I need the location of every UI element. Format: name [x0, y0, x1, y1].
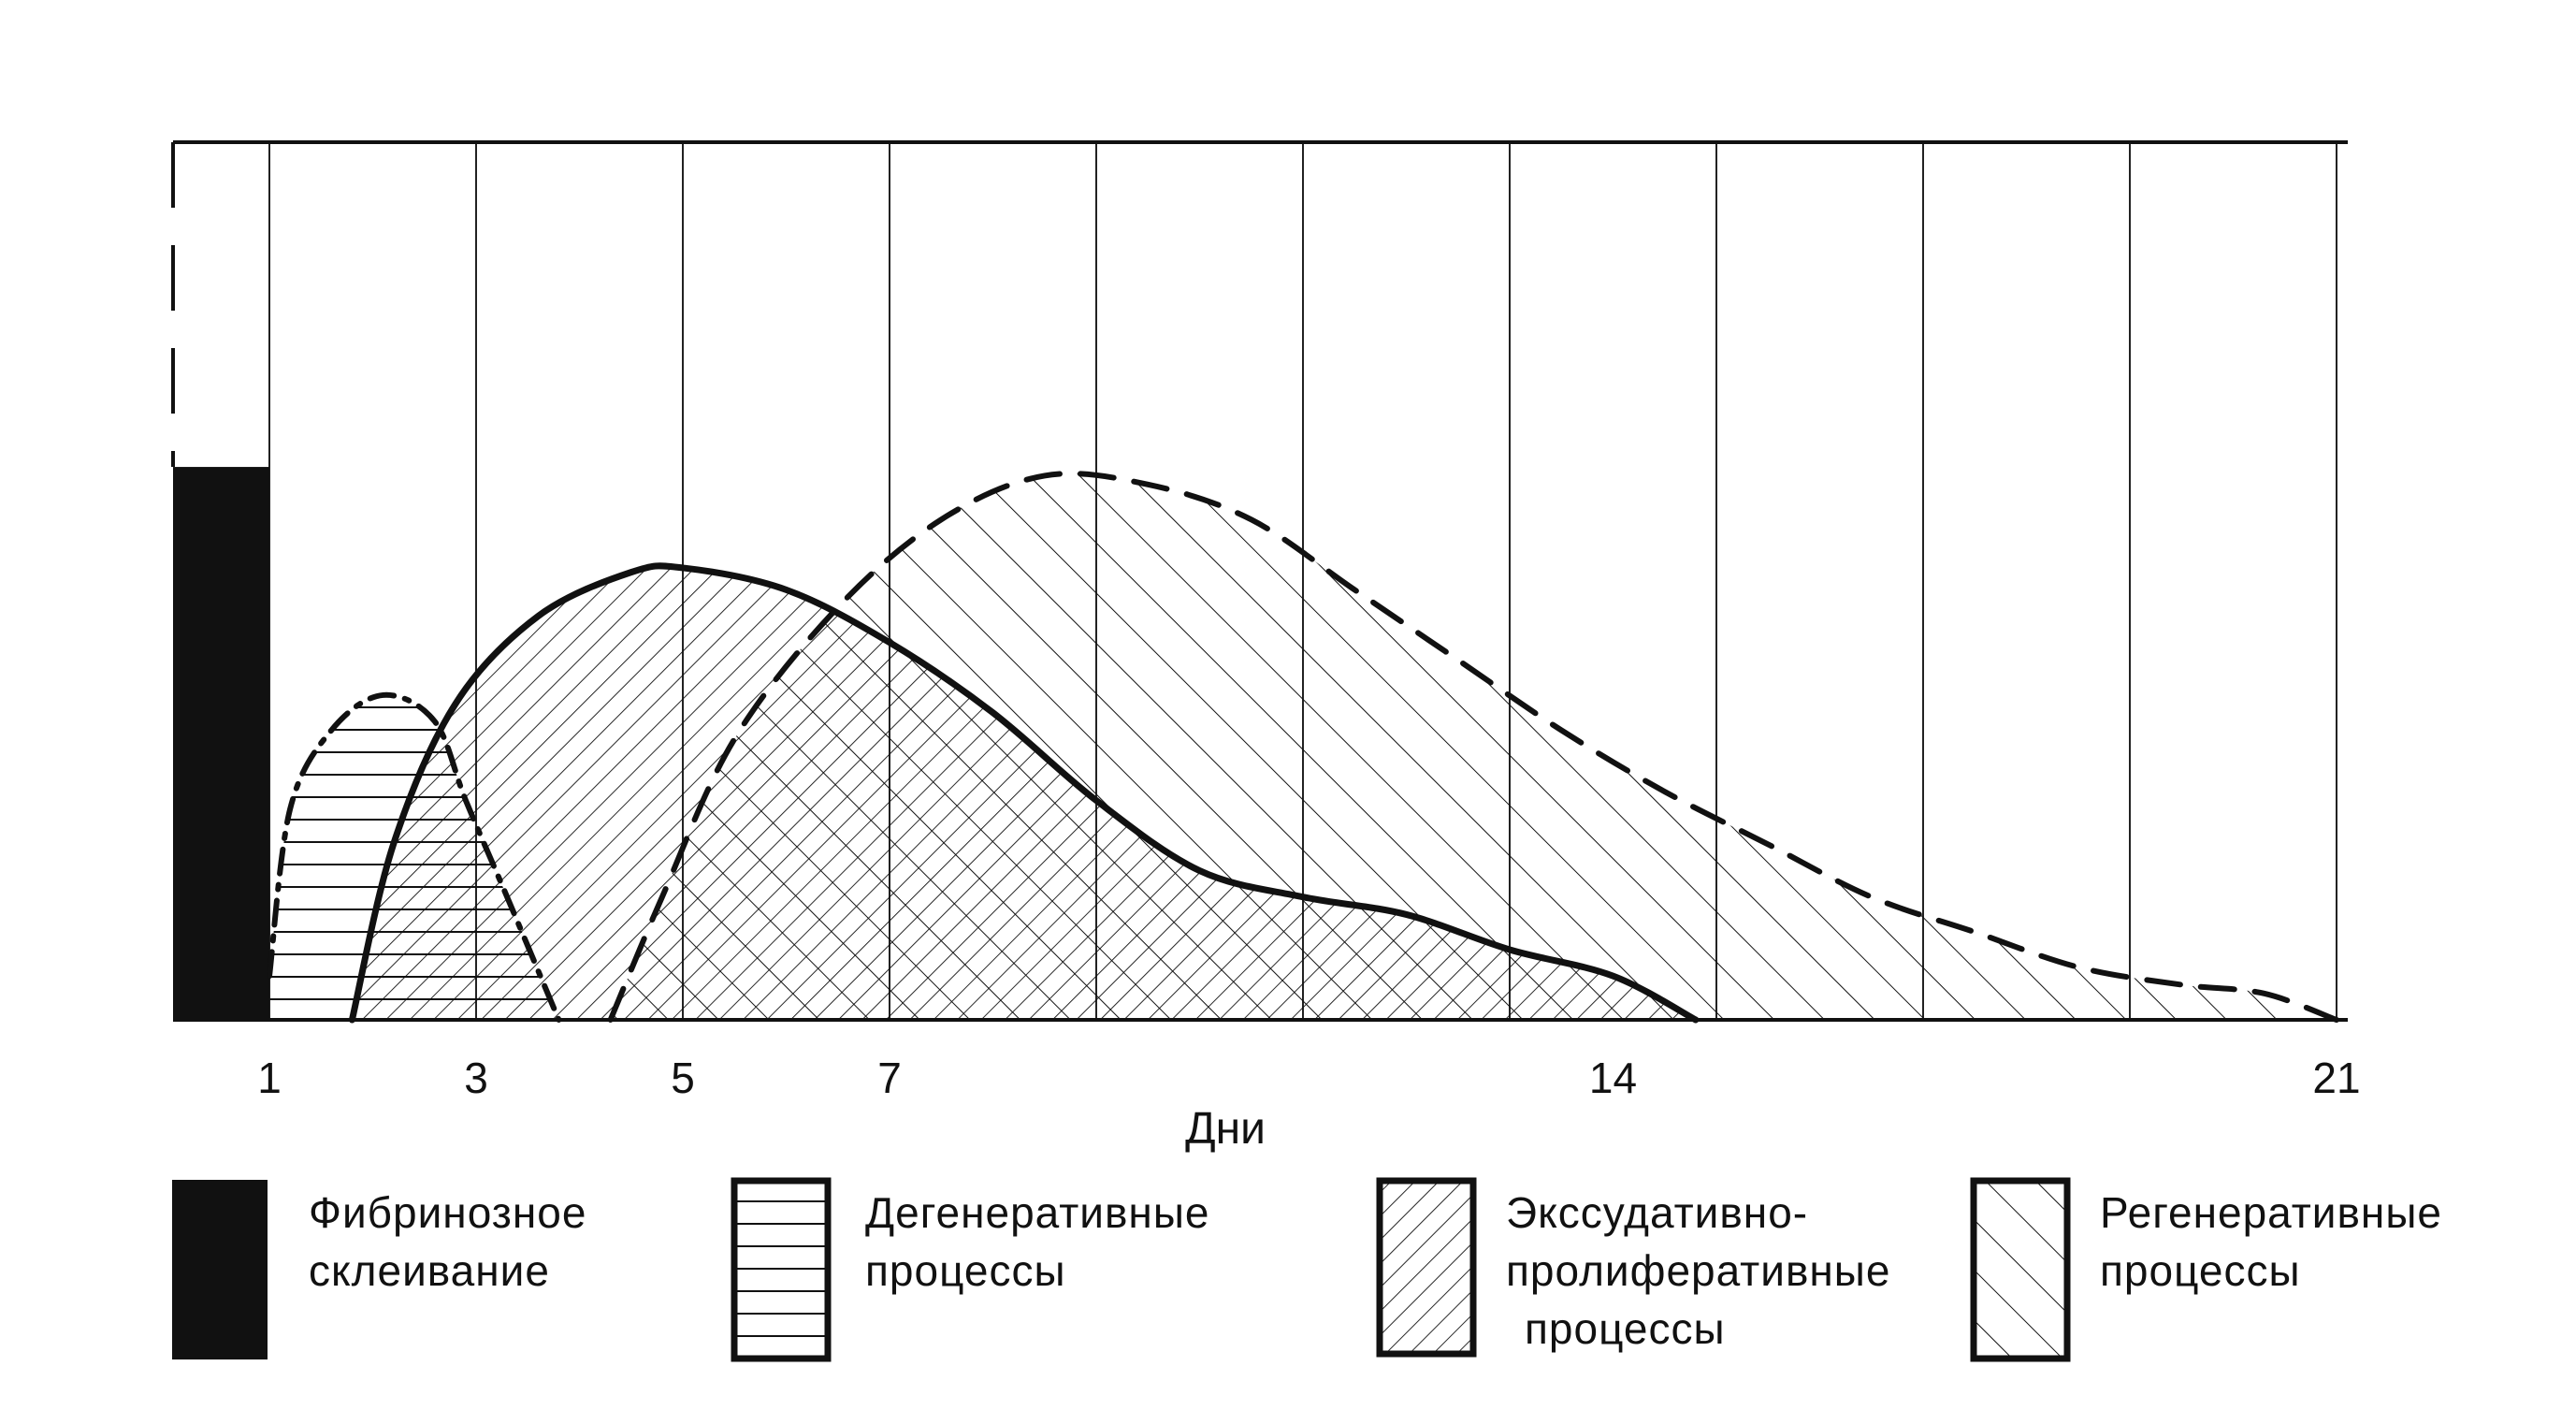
x-tick-label: 7 [877, 1054, 902, 1102]
series-areas [173, 467, 2339, 1024]
plot-frame [171, 140, 2348, 1022]
legend-label: склеивание [309, 1246, 550, 1295]
x-tick-label: 14 [1589, 1054, 1637, 1102]
series-bar-fibrinous [173, 467, 269, 1020]
x-axis-title: Дни [1185, 1104, 1266, 1154]
x-tick-labels: 1 3 5 7 14 21 [257, 1054, 2360, 1102]
x-tick-label: 21 [2312, 1054, 2360, 1102]
legend-label: Фибринозное [309, 1188, 586, 1237]
legend-swatch [1970, 1177, 2071, 1362]
legend-item: Дегенеративные процессы [731, 1177, 1209, 1362]
legend-label: процессы [865, 1246, 1066, 1295]
legend-swatch [172, 1180, 268, 1359]
x-tick-label: 3 [464, 1054, 488, 1102]
legend-label: Экссудативно- [1506, 1188, 1808, 1237]
legend-label: процессы [1525, 1304, 1726, 1353]
legend-swatch [731, 1177, 832, 1362]
legend-label: процессы [2100, 1246, 2301, 1295]
x-tick-label: 5 [671, 1054, 695, 1102]
legend-label: Дегенеративные [865, 1188, 1209, 1237]
legend-item: Фибринозное склеивание [172, 1180, 586, 1359]
legend: Фибринозное склеивание Дегенеративные проце… [172, 1177, 2442, 1362]
legend-label: Регенеративные [2100, 1188, 2442, 1237]
legend-item: Регенеративные процессы [1970, 1177, 2442, 1362]
series-line-3 [607, 471, 2339, 1023]
legend-swatch [1376, 1177, 1477, 1358]
legend-item: Экссудативно-пролиферативные процессы [1376, 1177, 1890, 1358]
x-tick-label: 1 [257, 1054, 282, 1102]
legend-label: пролиферативные [1506, 1246, 1890, 1295]
series-area-3 [610, 473, 2337, 1020]
